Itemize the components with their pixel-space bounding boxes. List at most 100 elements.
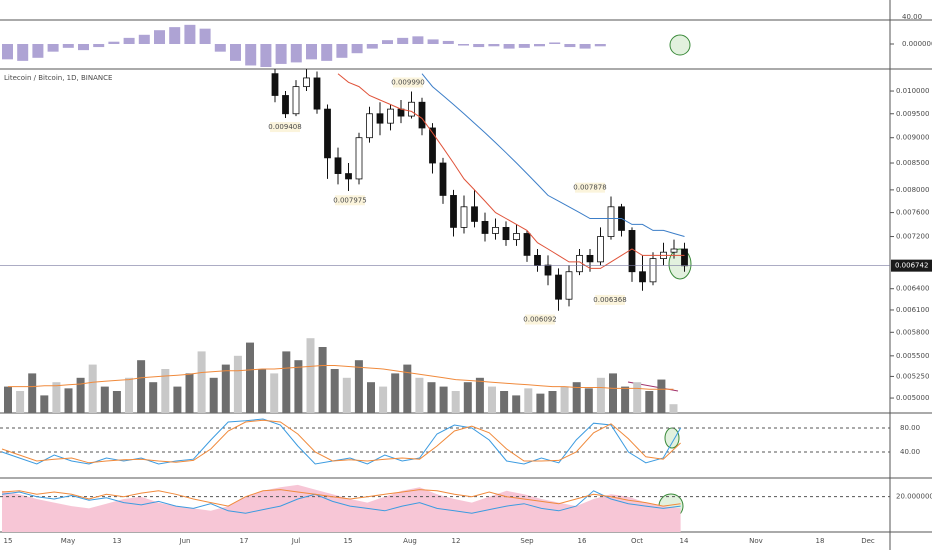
- volume-bar: [596, 377, 605, 413]
- macd-bar: [47, 44, 59, 52]
- macd-bar: [579, 44, 591, 49]
- x-tick-label: Sep: [520, 537, 534, 545]
- volume-bar: [294, 360, 303, 413]
- y-tick-label: 0.005500: [896, 352, 929, 360]
- macd-bar: [382, 40, 393, 44]
- x-tick-label: May: [61, 537, 75, 545]
- macd-bar: [564, 44, 576, 48]
- macd-bar: [336, 44, 348, 58]
- volume-bar: [221, 364, 230, 413]
- volume-bar: [342, 377, 351, 413]
- y-tick-label: 0.000000: [902, 40, 932, 48]
- y-tick-label: 0.007200: [896, 233, 929, 241]
- candle-body: [649, 258, 657, 283]
- x-tick-label: Nov: [749, 537, 763, 545]
- candle-body: [586, 254, 594, 263]
- candle-body: [471, 206, 478, 222]
- annotation: 0.006368: [593, 296, 626, 304]
- candle-body: [513, 233, 520, 241]
- macd-bar: [214, 44, 226, 52]
- macd-bar: [17, 44, 29, 61]
- volume-bar: [40, 395, 49, 413]
- candle-body: [376, 113, 384, 124]
- y-tick-label: 40.00: [900, 448, 920, 456]
- volume-bar: [500, 391, 509, 413]
- macd-bar: [138, 34, 150, 44]
- volume-bar: [125, 377, 133, 413]
- annotation-box: [575, 182, 605, 193]
- volume-bar: [318, 347, 327, 413]
- annotation: 0.007975: [333, 196, 366, 204]
- volume-bar: [367, 382, 375, 413]
- candle-body: [565, 271, 573, 300]
- candle-body: [345, 173, 352, 180]
- y-tick-label: 0.008000: [896, 186, 929, 194]
- x-tick-label: 18: [816, 537, 825, 545]
- annotation-box: [595, 294, 625, 305]
- macd-bar: [427, 39, 439, 44]
- highlight: [669, 34, 691, 56]
- candle-body: [639, 271, 646, 283]
- x-tick-label: Dec: [861, 537, 875, 545]
- volume-bar: [100, 386, 109, 413]
- macd-bar: [366, 44, 378, 49]
- candle-body: [366, 113, 373, 139]
- macd-bar: [306, 44, 317, 60]
- macd-bar: [488, 44, 500, 47]
- annotation: 0.009408: [268, 123, 301, 131]
- volume-bar: [633, 382, 642, 413]
- volume-bar: [209, 377, 218, 413]
- macd-bar: [184, 24, 196, 44]
- rsi-line: [1, 489, 681, 507]
- volume-bar: [246, 342, 254, 413]
- candle-body: [418, 101, 426, 129]
- y-tick-label: 0.009500: [896, 110, 929, 118]
- macd-bar: [199, 28, 211, 44]
- volume-bar: [391, 373, 400, 413]
- y-tick-label: 0.007600: [896, 209, 929, 217]
- candle-body: [282, 95, 289, 115]
- macd-bar: [503, 44, 515, 49]
- volume-bar: [669, 404, 678, 413]
- candle-body: [271, 73, 279, 96]
- macd-bar: [442, 40, 454, 44]
- macd-bar: [549, 42, 561, 44]
- volume-bar: [185, 373, 194, 413]
- volume-bar: [621, 386, 630, 413]
- macd-bar: [108, 41, 120, 44]
- candle-body: [397, 108, 405, 117]
- volume-bar: [572, 382, 581, 413]
- candle-body: [324, 108, 331, 159]
- macd-bar: [260, 44, 272, 67]
- annotation: 0.009990: [391, 78, 424, 86]
- macd-bar: [594, 44, 606, 47]
- volume-bar: [427, 382, 436, 413]
- macd-bar: [473, 44, 485, 48]
- macd-bar: [290, 44, 302, 63]
- volume-bar: [161, 369, 170, 413]
- macd-bar: [62, 44, 74, 48]
- volume-bar: [137, 360, 146, 413]
- macd-bar: [458, 44, 469, 46]
- volume-bar: [258, 369, 267, 413]
- rsi-line: [1, 490, 681, 514]
- candle-body: [429, 127, 436, 164]
- volume-bar: [475, 377, 484, 413]
- volume-bar: [548, 391, 557, 413]
- volume-bar: [609, 373, 617, 413]
- candle-body: [607, 206, 615, 237]
- x-tick-label: 12: [452, 537, 461, 545]
- volume-bar: [149, 382, 158, 413]
- macd-bar: [534, 44, 545, 47]
- volume-bar: [197, 351, 206, 413]
- x-tick-label: Jun: [179, 537, 191, 545]
- moving-average: [421, 73, 685, 237]
- x-tick-label: Aug: [403, 537, 417, 545]
- candle-body: [481, 221, 489, 234]
- last-price-label: 0.006742: [895, 262, 928, 270]
- volume-bar: [330, 369, 339, 413]
- candle-body: [387, 108, 394, 124]
- candle-body: [544, 264, 552, 276]
- y-tick-label: 0.005250: [896, 372, 929, 380]
- candle-body: [355, 137, 363, 180]
